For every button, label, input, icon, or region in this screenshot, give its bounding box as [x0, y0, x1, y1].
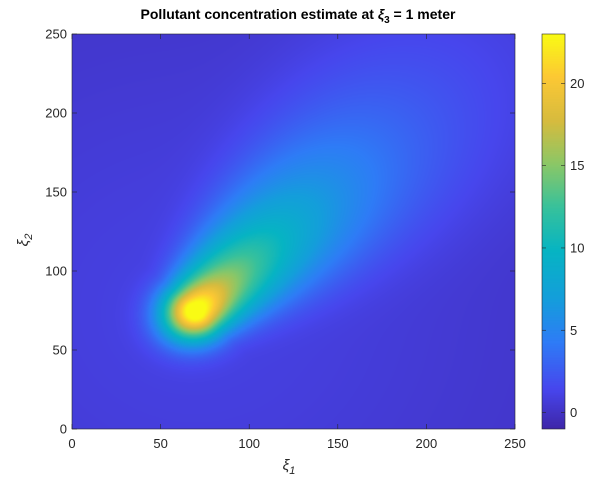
x-tick-label: 50 [153, 436, 167, 451]
y-axis-label: ξ2 [15, 234, 35, 247]
plot-area [71, 33, 516, 430]
y-axis: 0 50 100 150 200 250 [45, 27, 515, 437]
heatmap-image [72, 34, 515, 429]
colorbar-tick-label: 10 [570, 240, 584, 255]
colorbar: 0 5 10 15 20 [541, 33, 584, 430]
colorbar-tick-label: 20 [570, 76, 584, 91]
y-tick-label: 0 [60, 422, 67, 437]
x-tick-label: 0 [68, 436, 75, 451]
y-tick-label: 250 [45, 27, 67, 42]
x-tick-label: 250 [504, 436, 526, 451]
colorbar-gradient [542, 34, 565, 429]
x-axis-label: ξ1 [283, 457, 296, 477]
chart-title: Pollutant concentration estimate at ξ3 =… [141, 6, 456, 26]
colorbar-ticks: 0 5 10 15 20 [542, 76, 584, 420]
y-tick-label: 150 [45, 185, 67, 200]
y-tick-label: 50 [53, 343, 67, 358]
x-tick-label: 100 [238, 436, 260, 451]
x-tick-label: 150 [327, 436, 349, 451]
x-axis: 0 50 100 150 200 250 [68, 34, 526, 451]
x-tick-label: 200 [416, 436, 438, 451]
y-tick-label: 100 [45, 264, 67, 279]
colorbar-tick-label: 0 [570, 405, 577, 420]
colorbar-tick-label: 15 [570, 158, 584, 173]
colorbar-tick-label: 5 [570, 323, 577, 338]
y-tick-label: 200 [45, 106, 67, 121]
